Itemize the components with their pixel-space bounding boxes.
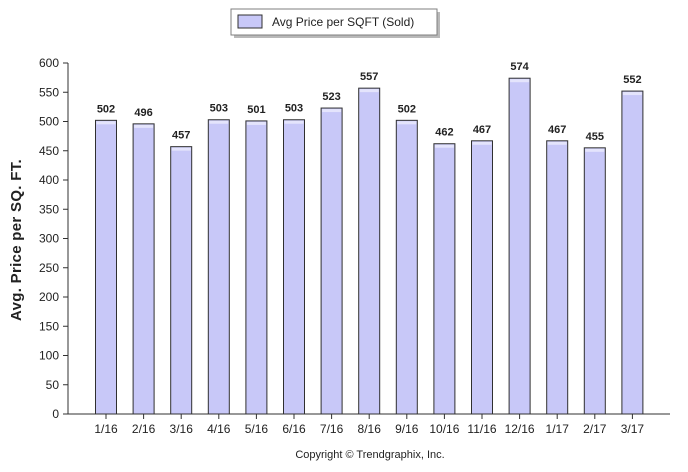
bar-highlight [622,92,642,96]
y-tick-label: 400 [39,173,59,187]
x-tick-label: 2/17 [583,422,607,436]
bar [95,119,117,415]
y-tick-label: 450 [39,144,59,158]
y-tick-label: 50 [46,378,60,392]
bar [207,119,230,415]
data-label: 552 [623,74,641,86]
bar-highlight [96,121,116,125]
x-tick-label: 2/16 [132,422,156,436]
bar [433,143,456,415]
bar [245,120,268,415]
y-tick-label: 600 [39,56,59,70]
bar [395,119,418,415]
data-label: 503 [210,103,228,115]
bars [95,77,644,415]
x-tick-label: 11/16 [467,422,496,436]
bar-highlight [547,141,567,145]
y-axis: 0 50 100 150 200 250 300 350 400 450 500 550 600 [39,56,69,421]
bar [471,140,493,415]
x-tick-label: 8/16 [358,422,382,436]
x-tick-label: 1/17 [546,422,570,436]
data-label: 455 [586,131,604,143]
x-tick-label: 7/16 [320,422,344,436]
bar-highlight [510,79,530,83]
x-tick-label: 1/16 [94,422,118,436]
bar-highlight [246,121,266,125]
bar [132,123,155,415]
bar-highlight [134,124,154,128]
data-label: 467 [548,124,566,136]
data-label: 557 [360,71,378,83]
bar [621,90,644,415]
bar-highlight [434,144,454,148]
y-tick-label: 500 [39,115,59,129]
x-tick-label: 5/16 [245,422,269,436]
data-label: 457 [172,130,190,142]
data-label: 523 [322,91,340,103]
bar [583,147,606,415]
x-tick-label: 9/16 [395,422,419,436]
data-label: 502 [398,103,416,115]
data-label: 496 [134,107,152,119]
bar-highlight [322,109,342,113]
bar-highlight [397,121,417,125]
y-tick-label: 150 [39,319,59,333]
data-labels: 502 496 457 503 501 503 523 557 502 462 467 574 467 4… [97,61,642,143]
data-label: 502 [97,103,115,115]
y-tick-label: 0 [52,407,59,421]
data-label: 501 [247,104,265,116]
legend-swatch [237,14,263,29]
y-tick-label: 250 [39,261,59,275]
bar [546,140,569,415]
bar-highlight [209,120,229,124]
bar [320,107,343,415]
y-axis-label: Avg. Price per SQ. FT. [8,159,25,321]
bar-highlight [472,141,492,145]
y-tick-label: 350 [39,202,59,216]
data-label: 467 [473,124,491,136]
x-tick-label: 3/17 [621,422,645,436]
bar-highlight [585,148,605,152]
y-tick-label: 200 [39,290,59,304]
data-label: 462 [435,127,453,139]
data-label: 574 [510,61,529,73]
copyright-text: Copyright © Trendgraphix, Inc. [295,449,444,461]
bar-highlight [359,89,379,93]
bar-highlight [284,120,304,124]
x-tick-label: 3/16 [170,422,194,436]
x-tick-label: 6/16 [282,422,306,436]
legend: Avg Price per SQFT (Sold) [230,8,440,38]
x-axis: 1/16 2/16 3/16 4/16 5/16 6/16 7/16 8/16 9/16 10/1… [68,413,670,436]
bar [283,119,305,415]
bar [170,146,193,415]
data-label: 503 [285,103,303,115]
bar-highlight [171,147,191,151]
bar [358,87,381,415]
legend-box [230,8,438,36]
y-tick-label: 300 [39,232,59,246]
bar [508,77,531,415]
x-tick-label: 10/16 [429,422,459,436]
x-tick-label: 4/16 [207,422,231,436]
x-tick-label: 12/16 [505,422,535,436]
y-tick-label: 100 [39,349,59,363]
y-tick-label: 550 [39,85,59,99]
legend-label: Avg Price per SQFT (Sold) [272,15,414,29]
